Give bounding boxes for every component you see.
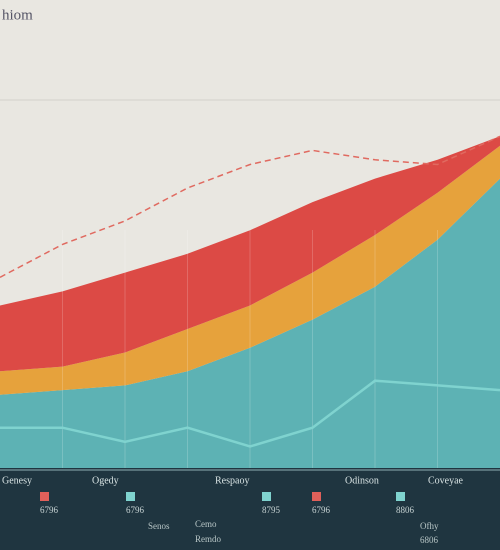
grid (62, 230, 438, 470)
areas (0, 136, 500, 470)
chart-title: hiom (2, 7, 33, 23)
legend-swatch (312, 492, 321, 501)
footer-header: Respaoy (215, 475, 249, 486)
footer-header: Coveyae (428, 475, 464, 486)
footer-header: Genesy (2, 475, 32, 486)
line (0, 135, 500, 278)
footer-header: Ogedy (92, 475, 119, 486)
footer-note: Senos (148, 521, 170, 531)
area (0, 178, 500, 470)
area (0, 145, 500, 395)
line (0, 379, 500, 448)
area (0, 136, 500, 372)
footer: Genesy Ogedy Respaoy Odinson Coveyae 6796 6796… (2, 475, 464, 545)
legend-swatch (126, 492, 135, 501)
lines (0, 135, 500, 448)
legend-swatch (396, 492, 405, 501)
footer-note: 6806 (420, 535, 439, 545)
footer-note: Remdo (195, 534, 221, 544)
footer-header: Odinson (345, 475, 379, 486)
legend-label: 6796 (312, 505, 331, 515)
legend-label: 8806 (396, 505, 415, 515)
footer-panel (0, 468, 500, 550)
footer-note: Ofhy (420, 521, 439, 531)
legend-label: 8795 (262, 505, 281, 515)
legend-swatch (262, 492, 271, 501)
footer-note: Cemo (195, 519, 217, 529)
legend-label: 6796 (40, 505, 59, 515)
legend-swatch (40, 492, 49, 501)
legend-label: 6796 (126, 505, 145, 515)
